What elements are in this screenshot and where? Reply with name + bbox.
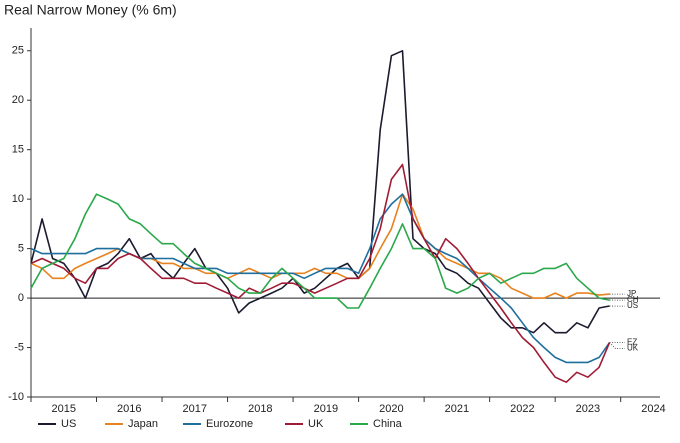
x-tick-label: 2019: [314, 403, 338, 415]
end-label: CH: [627, 295, 639, 304]
end-label: UK: [627, 344, 639, 353]
chart-title: Real Narrow Money (% 6m): [4, 2, 177, 18]
y-tick-label: 0: [18, 292, 24, 304]
end-label: EZ: [627, 338, 637, 347]
y-tick-label: 20: [12, 94, 24, 106]
x-tick-label: 2022: [510, 403, 534, 415]
x-tick-label: 2021: [445, 403, 469, 415]
legend-label: Japan: [128, 418, 158, 430]
x-tick-label: 2015: [52, 403, 76, 415]
y-tick-label: 5: [18, 243, 24, 255]
end-label: JP: [627, 289, 636, 298]
series-line: [30, 50, 610, 334]
y-tick-label: -10: [8, 391, 24, 403]
end-label: US: [627, 301, 638, 310]
legend-label: China: [373, 418, 403, 430]
y-tick-label: -5: [14, 341, 24, 353]
x-tick-label: 2020: [379, 403, 403, 415]
label-leader: [609, 342, 625, 349]
y-tick-label: 25: [12, 45, 24, 57]
y-tick-label: 15: [12, 144, 24, 156]
x-tick-label: 2018: [248, 403, 272, 415]
x-tick-label: 2017: [183, 403, 207, 415]
series-line: [30, 163, 611, 383]
legend-label: UK: [308, 418, 324, 430]
x-tick-label: 2016: [117, 403, 141, 415]
x-tick-label: 2023: [576, 403, 600, 415]
legend-label: US: [61, 418, 76, 430]
legend-label: Eurozone: [206, 418, 253, 430]
series-line: [30, 193, 610, 309]
x-tick-label: 2024: [641, 403, 665, 415]
y-tick-label: 10: [12, 193, 24, 205]
series-line: [30, 193, 611, 364]
